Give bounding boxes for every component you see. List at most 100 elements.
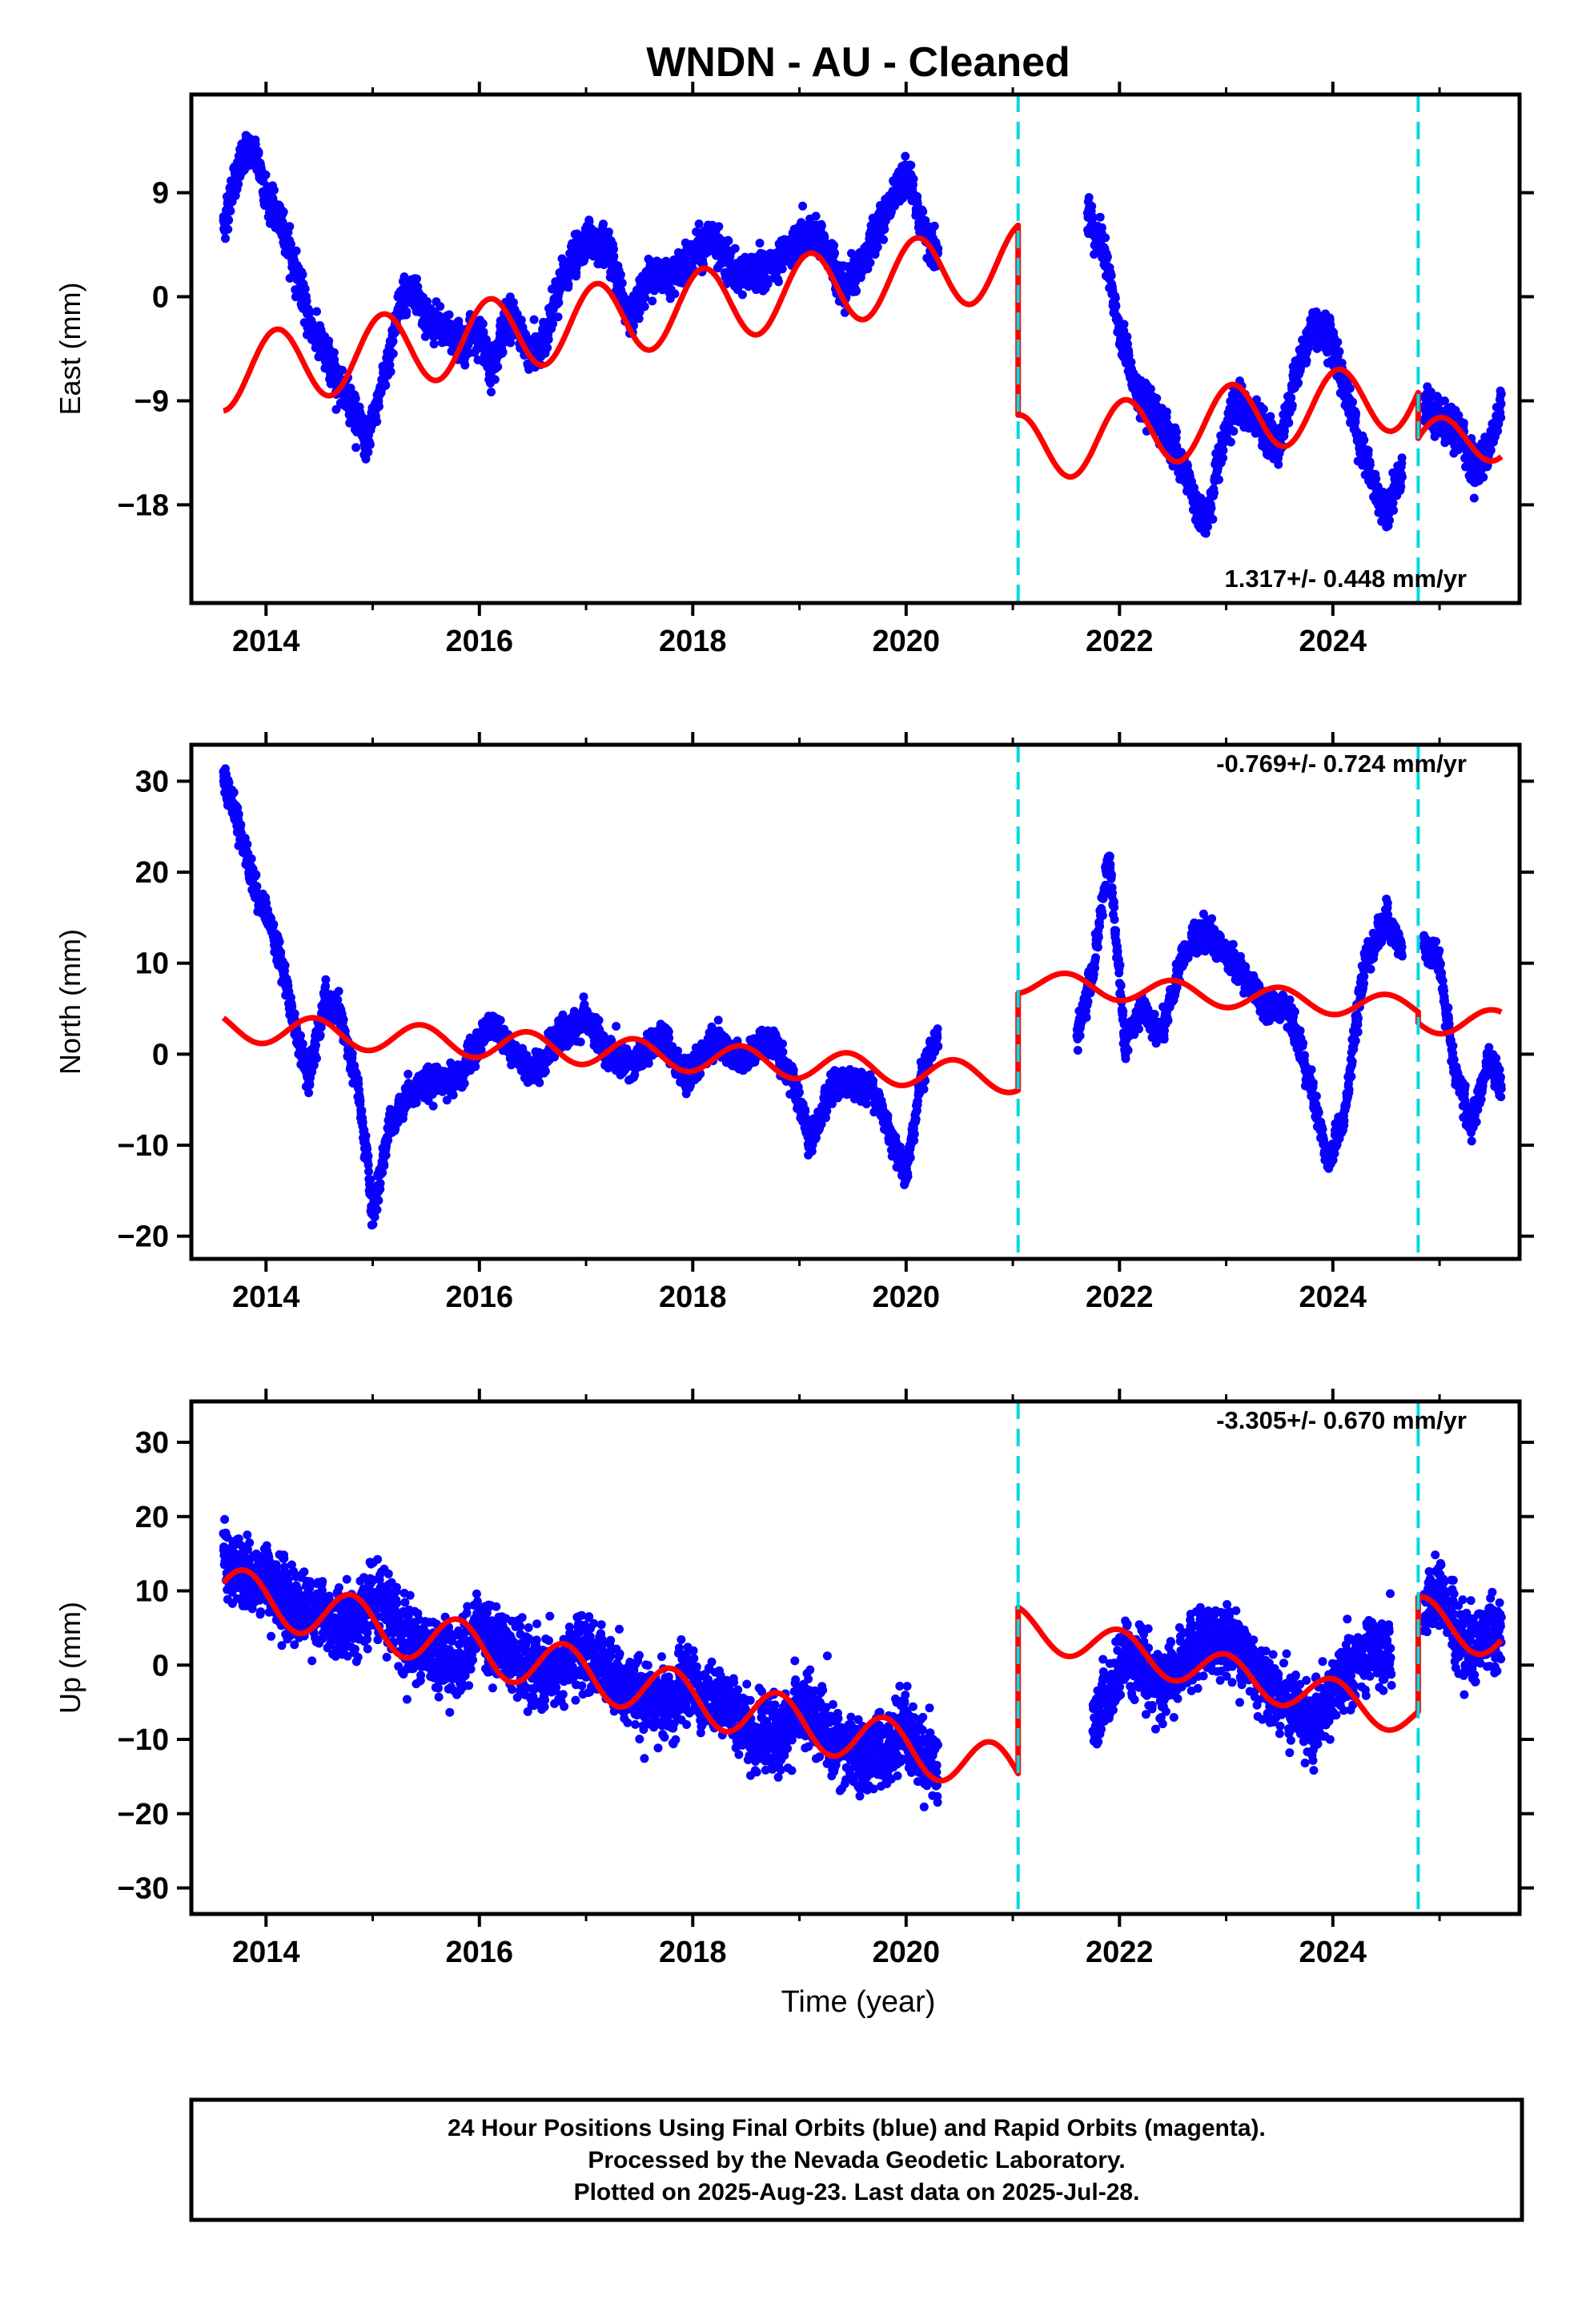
east-y-tick-label: 9: [152, 177, 169, 211]
east-point: [901, 151, 910, 161]
east-point: [1294, 378, 1303, 388]
east-point: [880, 224, 889, 234]
east-point: [479, 328, 488, 337]
east-point: [498, 348, 508, 357]
east-point: [291, 246, 301, 255]
east-point: [1279, 426, 1289, 436]
east-point: [1287, 400, 1297, 410]
north-point: [355, 1096, 365, 1106]
east-point: [386, 367, 396, 376]
north-point: [276, 947, 286, 957]
east-point: [1110, 293, 1120, 303]
east-point: [909, 175, 918, 183]
north-point: [368, 1220, 378, 1229]
east-point: [516, 316, 526, 325]
east-point: [755, 239, 765, 248]
east-point: [279, 207, 288, 217]
east-point: [1302, 356, 1311, 365]
east-point: [1496, 413, 1506, 422]
east-point: [1259, 404, 1268, 414]
east-point: [402, 307, 412, 316]
east-point: [1459, 418, 1468, 428]
east-point: [1345, 384, 1355, 393]
east-point: [1365, 460, 1375, 470]
east-point: [423, 297, 432, 307]
north-point: [357, 1106, 367, 1116]
east-point: [1226, 437, 1235, 447]
east-point: [381, 380, 391, 390]
east-point: [930, 221, 939, 231]
north-point: [312, 1054, 321, 1063]
east-point: [329, 348, 339, 357]
east-point: [1208, 514, 1218, 524]
east-point: [906, 160, 916, 170]
east-y-axis-label: East (mm): [54, 283, 86, 416]
east-point: [763, 279, 773, 288]
east-point: [879, 235, 888, 244]
north-point: [365, 1184, 375, 1192]
east-point: [694, 219, 704, 229]
east-point: [1219, 446, 1228, 455]
east-point: [482, 336, 491, 344]
east-point: [609, 244, 618, 254]
east-point: [270, 185, 279, 195]
north-data-points: [219, 764, 1506, 1230]
east-point: [1351, 417, 1360, 427]
east-point: [436, 302, 445, 312]
north-point: [361, 1132, 371, 1140]
east-point: [1162, 407, 1171, 416]
east-point: [506, 338, 516, 348]
east-y-tick-label: −9: [135, 384, 169, 418]
east-point: [617, 279, 627, 287]
north-point: [321, 981, 331, 991]
north-point: [229, 788, 239, 798]
east-x-tick-label: 2024: [1299, 625, 1367, 658]
east-point: [1479, 472, 1488, 482]
east-point: [1097, 223, 1106, 232]
north-point: [339, 1015, 348, 1024]
east-point: [714, 222, 724, 231]
east-point: [1326, 320, 1335, 330]
east-point: [777, 264, 787, 274]
east-point: [1084, 193, 1094, 203]
east-point: [312, 307, 321, 316]
east-point: [730, 243, 740, 253]
east-point: [873, 243, 882, 252]
east-data-points: [219, 131, 1506, 538]
east-point: [226, 207, 235, 215]
east-point: [300, 284, 310, 294]
east-point: [412, 274, 421, 283]
east-point: [1389, 505, 1399, 515]
east-point: [830, 248, 840, 258]
north-point: [252, 882, 262, 891]
east-point: [554, 298, 564, 308]
east-point: [1089, 213, 1098, 223]
east-x-tick-label: 2018: [659, 625, 727, 658]
north-point: [366, 1175, 375, 1184]
east-point: [1122, 332, 1132, 341]
east-point: [361, 454, 371, 464]
east-point: [1284, 418, 1294, 428]
north-point: [363, 1144, 372, 1154]
north-point: [262, 899, 271, 908]
east-point: [1101, 233, 1110, 243]
east-point: [604, 227, 613, 237]
east-point: [829, 241, 839, 250]
east-point: [1266, 412, 1275, 421]
north-point: [296, 1031, 305, 1040]
east-point: [564, 279, 573, 289]
east-point: [548, 319, 558, 328]
east-point: [1219, 453, 1228, 463]
east-point: [278, 218, 287, 227]
east-point: [1359, 436, 1369, 444]
east-model-curve: [221, 222, 1504, 480]
east-point: [1440, 396, 1449, 406]
east-point: [584, 217, 594, 227]
north-point: [247, 854, 256, 863]
east-point: [529, 315, 539, 324]
east-point: [302, 296, 311, 306]
east-point: [1363, 446, 1373, 456]
east-point: [351, 443, 361, 452]
east-point: [1486, 445, 1496, 455]
